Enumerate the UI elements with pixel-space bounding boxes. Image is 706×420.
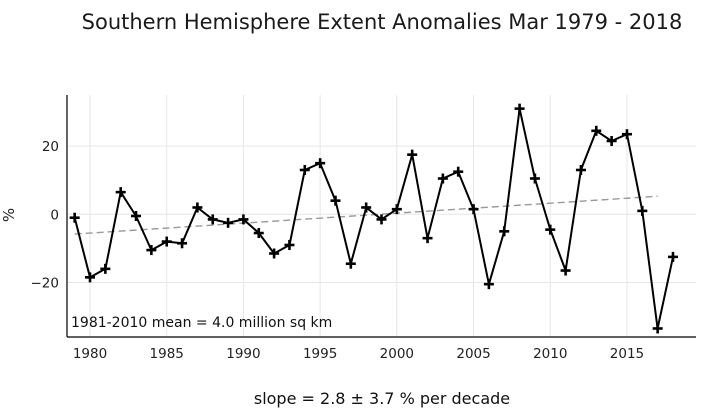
axes — [66, 95, 696, 338]
data-point — [345, 258, 356, 269]
data-point — [453, 166, 464, 177]
x-tick-label: 2000 — [380, 346, 414, 362]
series-line — [73, 107, 674, 330]
data-point — [468, 204, 479, 215]
data-point — [499, 226, 510, 237]
data-point — [391, 204, 402, 215]
x-tick-label: 1995 — [303, 346, 337, 362]
data-point — [437, 173, 448, 184]
data-point — [177, 238, 188, 249]
data-point — [529, 173, 540, 184]
data-point — [85, 272, 96, 283]
data-point — [591, 125, 602, 136]
data-point — [407, 149, 418, 160]
data-point — [100, 263, 111, 274]
data-point — [545, 224, 556, 235]
y-tick-label: 0 — [50, 207, 59, 223]
data-point — [330, 195, 341, 206]
data-point — [514, 103, 525, 114]
data-point — [376, 214, 387, 225]
data-point — [621, 129, 632, 140]
mean-annotation: 1981-2010 mean = 4.0 million sq km — [71, 315, 332, 331]
series — [69, 103, 678, 334]
data-point — [207, 214, 218, 225]
trend-line — [74, 195, 658, 235]
y-tick-label: 20 — [42, 139, 59, 155]
data-point — [299, 164, 310, 175]
x-tick-label: 1990 — [226, 346, 260, 362]
data-point — [361, 202, 372, 213]
tick-labels: 1980 1985 1990 1995 2000 2005 2010 2015 −20 0 20 — [31, 139, 645, 362]
x-tick-label: 2005 — [456, 346, 490, 362]
data-point — [223, 217, 234, 228]
data-point — [192, 202, 203, 213]
data-point — [483, 279, 494, 290]
data-point — [315, 158, 326, 169]
data-point — [606, 136, 617, 147]
chart-title: Southern Hemisphere Extent Anomalies Mar… — [82, 10, 683, 34]
grid — [67, 95, 696, 337]
trend-line-segment — [74, 195, 658, 235]
x-tick-label: 2015 — [610, 346, 644, 362]
data-point — [652, 323, 663, 334]
data-point — [146, 245, 157, 256]
data-point — [284, 239, 295, 250]
data-point — [422, 233, 433, 244]
data-point — [161, 236, 172, 247]
x-tick-label: 2010 — [533, 346, 567, 362]
data-point — [667, 251, 678, 262]
data-point — [560, 265, 571, 276]
y-axis-label: % — [0, 208, 18, 222]
x-axis-label: slope = 2.8 ± 3.7 % per decade — [254, 389, 510, 408]
data-point — [269, 248, 280, 259]
data-point — [131, 211, 142, 221]
x-tick-label: 1980 — [73, 346, 107, 362]
data-point — [69, 212, 80, 223]
data-point — [115, 187, 126, 198]
data-point — [253, 228, 264, 239]
data-point — [575, 164, 586, 175]
y-tick-label: −20 — [31, 275, 60, 291]
x-tick-label: 1985 — [150, 346, 184, 362]
data-point — [637, 205, 648, 216]
data-point — [238, 214, 249, 225]
